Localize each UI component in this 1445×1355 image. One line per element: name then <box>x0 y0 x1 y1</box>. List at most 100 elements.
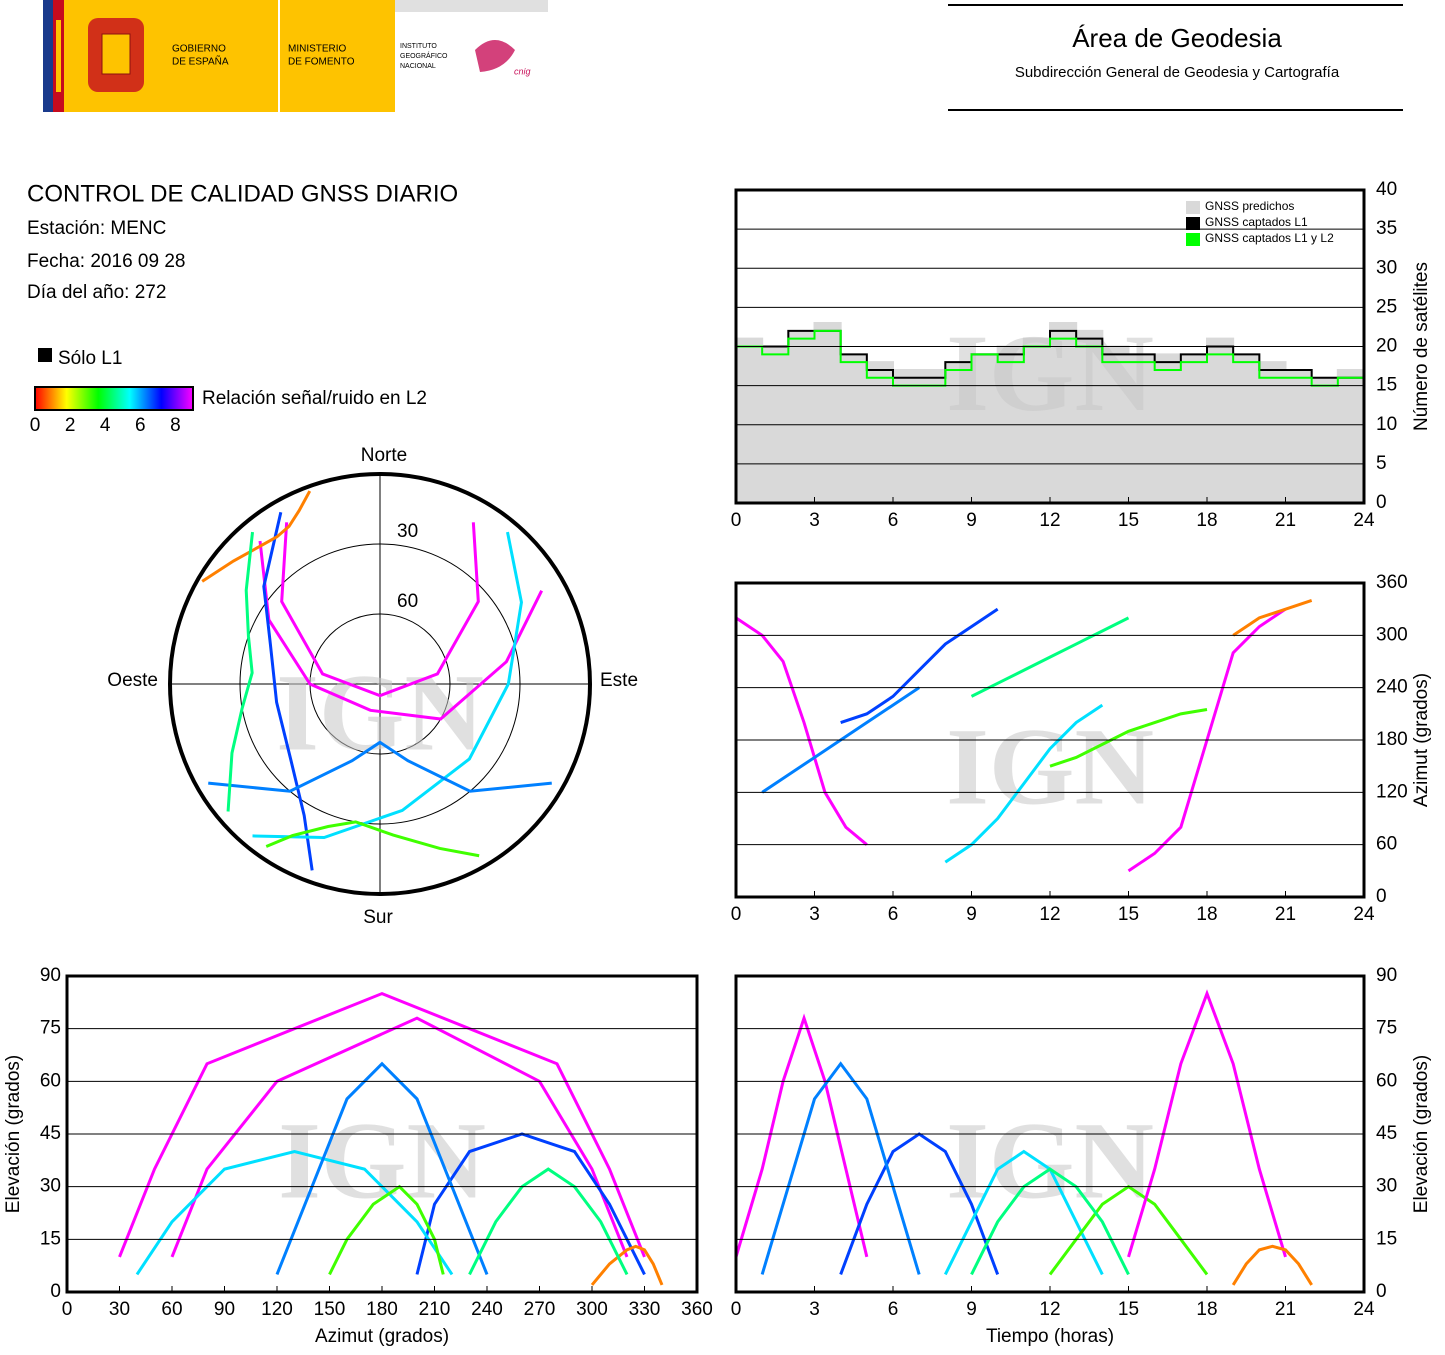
track <box>262 511 314 871</box>
y-tick-label: 30 <box>1376 1176 1397 1197</box>
y-axis-label: Azimut (grados) <box>1411 673 1432 807</box>
x-tick-label: 21 <box>1275 1299 1296 1320</box>
x-tick-label: 12 <box>1039 510 1060 531</box>
logo-text: GEOGRÁFICO <box>400 51 448 60</box>
y-tick-label: 240 <box>1376 677 1408 698</box>
track <box>170 1016 629 1258</box>
x-tick-label: 9 <box>966 904 977 925</box>
legend-swatch <box>1186 233 1200 246</box>
x-tick-label: 150 <box>314 1299 346 1320</box>
report-line: Fecha: 2016 09 28 <box>27 251 185 272</box>
y-tick-label: 15 <box>1376 1228 1397 1249</box>
y-tick-label: 0 <box>50 1281 61 1302</box>
y-tick-label: 45 <box>40 1123 61 1144</box>
x-tick-label: 270 <box>524 1299 556 1320</box>
track <box>1127 989 1287 1258</box>
header-logos: GOBIERNO DE ESPAÑA MINISTERIO DE FOMENTO… <box>43 0 548 112</box>
track <box>208 740 552 793</box>
x-tick-label: 30 <box>109 1299 130 1320</box>
legend-label: GNSS captados L1 y L2 <box>1205 231 1334 245</box>
x-tick-label: 15 <box>1118 904 1139 925</box>
y-tick-label: 90 <box>40 965 61 986</box>
watermark: IGN <box>946 705 1154 827</box>
logo-text: DE ESPAÑA <box>172 55 229 68</box>
y-tick-label: 0 <box>1376 492 1387 513</box>
plot-frame <box>734 974 1366 1294</box>
legend-swatch <box>1186 217 1200 230</box>
y-tick-label: 60 <box>1376 834 1397 855</box>
track <box>590 1244 664 1286</box>
colorbar-label: Relación señal/ruido en L2 <box>202 388 427 409</box>
colorbar-tick-label: 6 <box>135 415 146 436</box>
colorbar-tick-label: 4 <box>100 415 111 436</box>
y-tick-label: 75 <box>40 1018 61 1039</box>
track <box>840 607 999 724</box>
track <box>970 616 1130 698</box>
x-tick-label: 0 <box>731 510 742 531</box>
count-line <box>736 329 1365 379</box>
colorbar-tick-label: 8 <box>170 415 181 436</box>
track <box>1049 707 1208 768</box>
x-tick-label: 360 <box>681 1299 713 1320</box>
grid-circle <box>239 543 521 825</box>
track <box>1232 599 1313 637</box>
plot-frame <box>734 581 1366 899</box>
y-tick-label: 60 <box>40 1070 61 1091</box>
x-tick-label: 6 <box>888 904 899 925</box>
direction-label: Oeste <box>107 670 158 691</box>
x-tick-label: 300 <box>576 1299 608 1320</box>
y-tick-label: 120 <box>1376 781 1408 802</box>
y-tick-label: 25 <box>1376 296 1397 317</box>
y-axis-label: Elevación (grados) <box>3 1055 24 1213</box>
x-tick-label: 24 <box>1353 904 1375 925</box>
x-tick-label: 210 <box>419 1299 451 1320</box>
legend-label: GNSS captados L1 <box>1205 215 1308 229</box>
x-tick-label: 3 <box>809 510 820 531</box>
y-tick-label: 0 <box>1376 886 1387 907</box>
report-line: Estación: MENC <box>27 218 166 239</box>
track <box>265 820 480 858</box>
x-tick-label: 3 <box>809 904 820 925</box>
logo-text: NACIONAL <box>400 63 436 70</box>
x-tick-label: 18 <box>1196 904 1217 925</box>
y-tick-label: 40 <box>1376 179 1397 200</box>
y-tick-label: 45 <box>1376 1123 1397 1144</box>
x-tick-label: 0 <box>731 904 742 925</box>
track <box>226 531 255 812</box>
watermark: IGN <box>946 1099 1154 1221</box>
legend-label: GNSS predichos <box>1205 199 1294 213</box>
x-tick-label: 21 <box>1275 904 1296 925</box>
x-tick-label: 240 <box>471 1299 503 1320</box>
logo-text: INSTITUTO <box>400 43 437 50</box>
y-axis-label: Número de satélites <box>1411 262 1432 431</box>
x-axis-label: Tiempo (horas) <box>986 1326 1114 1347</box>
x-tick-label: 18 <box>1196 510 1217 531</box>
x-axis-label: Azimut (grados) <box>315 1326 449 1347</box>
x-tick-label: 18 <box>1196 1299 1217 1320</box>
x-tick-label: 60 <box>161 1299 182 1320</box>
x-tick-label: 9 <box>966 1299 977 1320</box>
logo-text: cnig <box>514 66 531 76</box>
x-tick-label: 330 <box>629 1299 661 1320</box>
x-tick-label: 12 <box>1039 904 1060 925</box>
track <box>468 1167 629 1276</box>
x-tick-label: 6 <box>888 1299 899 1320</box>
direction-label: Sur <box>363 907 393 928</box>
y-tick-label: 300 <box>1376 624 1408 645</box>
y-tick-label: 35 <box>1376 218 1397 239</box>
y-tick-label: 360 <box>1376 572 1408 593</box>
track <box>970 1167 1130 1276</box>
y-tick-label: 10 <box>1376 414 1397 435</box>
x-tick-label: 90 <box>214 1299 235 1320</box>
direction-label: Norte <box>361 445 407 466</box>
y-tick-label: 180 <box>1376 729 1408 750</box>
track <box>734 1013 869 1258</box>
y-tick-label: 5 <box>1376 453 1387 474</box>
header-title: Área de Geodesia <box>1072 23 1282 53</box>
y-tick-label: 30 <box>40 1176 61 1197</box>
x-tick-label: 24 <box>1353 1299 1375 1320</box>
plot-frame <box>734 188 1366 505</box>
x-tick-label: 9 <box>966 510 977 531</box>
y-tick-label: 15 <box>1376 375 1397 396</box>
